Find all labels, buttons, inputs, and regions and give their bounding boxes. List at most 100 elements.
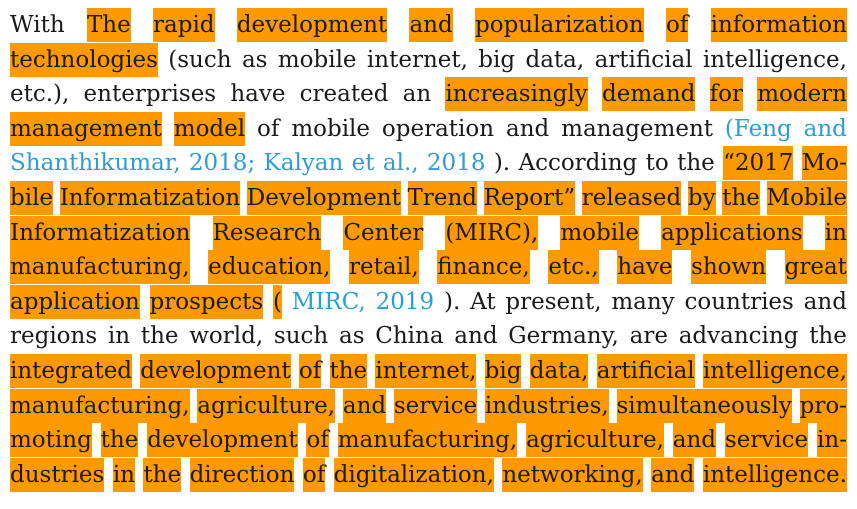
highlighted-word: digitalization, [333, 457, 494, 492]
word: regions [10, 323, 98, 350]
word: many [611, 288, 675, 315]
word: the [140, 323, 179, 350]
word: (such [168, 46, 232, 73]
word: as [338, 323, 365, 350]
word: According [518, 150, 638, 177]
text-line: With The rapid development and popularization… [10, 8, 847, 42]
text-line: moting the development of manufacturing, agri… [10, 423, 847, 458]
word: the [677, 150, 715, 177]
highlighted-word: simultaneously [616, 388, 792, 423]
word: in [107, 323, 131, 350]
highlighted-word: increasingly [445, 77, 588, 112]
highlighted-word: networking, [502, 457, 643, 492]
highlighted-word: internet, [375, 354, 477, 388]
highlighted-word: Informatization [59, 181, 241, 215]
word: enterprises [83, 81, 217, 108]
word: With [10, 12, 65, 38]
highlighted-word: The [86, 8, 131, 42]
highlighted-word: prospects [149, 284, 264, 319]
text-line: technologies (such as mobile internet, big dat… [10, 42, 847, 77]
word: the [809, 323, 847, 350]
highlighted-word: Development [246, 181, 401, 215]
word: world, [189, 323, 264, 350]
highlighted-word: popularization [475, 8, 644, 42]
citation-link[interactable]: MIRC, [291, 288, 366, 315]
highlighted-word: the [329, 354, 368, 388]
word: internet, [366, 46, 468, 73]
highlighted-word: integrated [10, 354, 133, 388]
citation-link[interactable]: et [351, 150, 375, 177]
highlighted-word: industries, [484, 388, 609, 423]
highlighted-word: retail, [349, 250, 419, 285]
highlighted-word: mobile [560, 215, 640, 250]
word: and [505, 115, 550, 142]
word: intelligence, [702, 46, 847, 73]
highlighted-word: applications [661, 215, 803, 250]
highlighted-word: Research [212, 215, 322, 250]
word: to [645, 150, 669, 177]
highlighted-word: pro- [799, 388, 847, 423]
highlighted-word: development [140, 354, 291, 388]
highlighted-word: manufacturing, [337, 423, 518, 458]
highlighted-word: information [710, 8, 847, 42]
citation-link[interactable]: 2018 [426, 150, 486, 177]
text-line: manufacturing, agriculture, and service indu… [10, 388, 847, 423]
citation-link[interactable]: Kalyan [263, 150, 344, 177]
word: present, [505, 288, 602, 315]
highlighted-word: technologies [10, 42, 158, 77]
highlighted-word: data, [529, 354, 589, 388]
word: and [454, 323, 498, 350]
highlighted-word: development [147, 423, 298, 458]
text-line: bile Informatization Development Trend Repor… [10, 181, 847, 215]
word: Germany, [508, 323, 619, 350]
highlighted-word: of [298, 354, 322, 388]
citation-link[interactable]: Shanthikumar, [10, 150, 181, 177]
text-line: Informatization Research Center (MIRC), mobi… [10, 215, 847, 250]
highlighted-word: education, [208, 250, 331, 285]
citation-link[interactable]: (Feng [724, 115, 792, 142]
highlighted-word: Center [343, 215, 424, 250]
word: such [273, 323, 329, 350]
highlighted-word: intelligence. [702, 457, 847, 492]
highlighted-word: agriculture, [197, 388, 336, 423]
highlighted-word: Report” [483, 181, 576, 215]
highlighted-word: of [306, 423, 329, 458]
highlighted-word: bile [10, 181, 54, 215]
highlighted-word: modern [757, 77, 847, 112]
citation-link[interactable]: al., [382, 150, 419, 177]
text-line: Shanthikumar, 2018; Kalyan et al., 2018). Acco… [10, 146, 847, 181]
highlighted-word: model [173, 111, 246, 146]
text-line: management model of mobile operation and manag… [10, 111, 847, 146]
highlighted-word: application [10, 284, 140, 319]
citation-link[interactable]: 2019 [375, 288, 435, 315]
word: ). [493, 150, 511, 177]
word: countries [684, 288, 794, 315]
highlighted-word: of [665, 8, 689, 42]
highlighted-word: finance, [437, 250, 530, 285]
text-line: dustries in the direction of digitalization, n… [10, 457, 847, 492]
highlighted-word: the [143, 457, 182, 492]
highlighted-word: for [709, 77, 743, 112]
citation-link[interactable]: 2018; [188, 150, 256, 177]
highlighted-word: demand [602, 77, 696, 112]
highlighted-word: Mobile [766, 181, 847, 215]
citation-link[interactable]: and [803, 115, 847, 142]
word: etc.), [10, 81, 70, 108]
highlighted-word: rapid [153, 8, 215, 42]
highlighted-word: Informatization [10, 215, 191, 250]
word: are [629, 323, 668, 350]
highlighted-word: in [112, 457, 135, 492]
highlighted-word: by [687, 181, 716, 215]
text-line: manufacturing, education, retail, finance, e… [10, 250, 847, 285]
highlighted-word: the [100, 423, 139, 458]
highlighted-word: (MIRC), [445, 215, 539, 250]
text-line: etc.), enterprises have created an increasing… [10, 77, 847, 112]
highlighted-word: service [724, 423, 809, 458]
highlighted-word: shown [691, 250, 767, 285]
text-line: application prospects (MIRC, 2019). At presen… [10, 284, 847, 319]
word: big [478, 46, 516, 73]
highlighted-word: and [651, 457, 695, 492]
word: as [241, 46, 268, 73]
highlighted-word: direction [189, 457, 295, 492]
